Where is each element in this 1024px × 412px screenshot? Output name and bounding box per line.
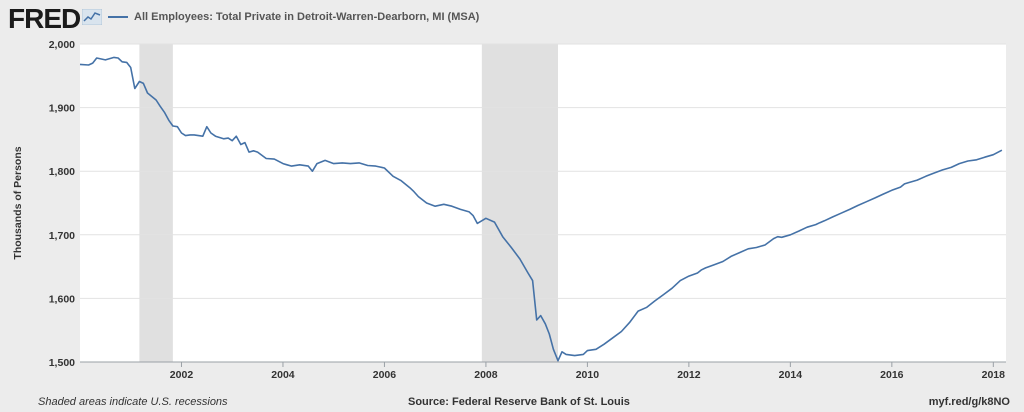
- x-tick-label: 2006: [373, 369, 397, 381]
- x-tick-label: 2014: [779, 369, 803, 381]
- fred-graph-icon: [82, 9, 102, 25]
- y-axis-title: Thousands of Persons: [12, 146, 24, 259]
- recession-note: Shaded areas indicate U.S. recessions: [38, 396, 228, 408]
- recession-bands: [139, 44, 558, 362]
- y-tick-label: 1,700: [49, 230, 75, 242]
- legend-swatch: [108, 16, 128, 18]
- chart-header: FRED All Employees: Total Private in Det…: [0, 0, 1024, 40]
- y-tick-label: 1,900: [49, 103, 75, 115]
- x-tick-label: 2008: [474, 369, 498, 381]
- gridlines: [80, 43, 1006, 299]
- y-axis-ticks: 1,500 1,600 1,700 1,800 1,900 2,000: [49, 39, 75, 369]
- y-tick-label: 1,800: [49, 166, 75, 178]
- x-tick-label: 2010: [576, 369, 600, 381]
- x-axis-ticks: 2002 2004 2006 2008 2010 2012 2014 2016 2018: [170, 362, 1005, 381]
- recession-band-0: [139, 44, 173, 362]
- x-tick-label: 2018: [982, 369, 1006, 381]
- x-tick-label: 2002: [170, 369, 194, 381]
- x-tick-label: 2012: [677, 369, 701, 381]
- short-url[interactable]: myf.red/g/k8NO: [928, 396, 1010, 408]
- legend-label: All Employees: Total Private in Detroit-…: [134, 11, 480, 23]
- footer: Shaded areas indicate U.S. recessions So…: [0, 394, 1024, 412]
- source-text: Source: Federal Reserve Bank of St. Loui…: [408, 396, 630, 408]
- x-tick-label: 2004: [271, 369, 295, 381]
- legend[interactable]: All Employees: Total Private in Detroit-…: [108, 11, 479, 23]
- y-tick-label: 2,000: [49, 39, 75, 51]
- series-line[interactable]: [79, 56, 1003, 362]
- y-tick-label: 1,600: [49, 293, 75, 305]
- fred-logo[interactable]: FRED: [8, 3, 81, 34]
- x-tick-label: 2016: [880, 369, 904, 381]
- recession-band-1: [481, 44, 558, 362]
- y-tick-label: 1,500: [49, 357, 75, 369]
